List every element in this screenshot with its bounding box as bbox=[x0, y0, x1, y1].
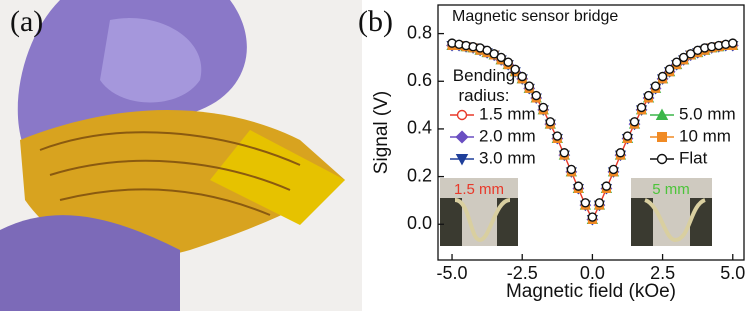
data-point bbox=[631, 118, 639, 126]
y-axis-label: Signal (V) bbox=[371, 91, 392, 174]
y-tick-label: 0.2 bbox=[407, 165, 432, 185]
data-point bbox=[504, 58, 512, 66]
y-tick-label: 0.8 bbox=[407, 22, 432, 42]
y-tick-label: 0.4 bbox=[407, 118, 432, 138]
data-point bbox=[602, 182, 610, 190]
x-tick-label: 0.0 bbox=[580, 263, 605, 283]
chart: (a) (b) -5.0 -2.5 0.0 2.5 5.0 0.0 0.2 0.4 0.6 0.8… bbox=[0, 0, 749, 311]
x-axis-label: Magnetic field (kOe) bbox=[506, 281, 676, 302]
legend-label: 1.5 mm bbox=[479, 104, 536, 123]
data-point bbox=[574, 182, 582, 190]
data-point bbox=[609, 165, 617, 173]
x-tick-label: -2.5 bbox=[507, 263, 538, 283]
data-point bbox=[616, 149, 624, 157]
data-point bbox=[581, 199, 589, 207]
data-point bbox=[525, 82, 533, 90]
data-point bbox=[546, 118, 554, 126]
x-tick-label: 5.0 bbox=[720, 263, 745, 283]
figure: (a) (b) -5.0 -2.5 0.0 2.5 5.0 0.0 0.2 0.4 0.6 0.8… bbox=[0, 0, 749, 311]
legend-label: 3.0 mm bbox=[479, 148, 536, 167]
data-point bbox=[623, 132, 631, 140]
data-point bbox=[588, 213, 596, 221]
annotation: 1.5 mm bbox=[454, 181, 504, 198]
legend-marker bbox=[658, 155, 667, 164]
legend-title: Bending radius: bbox=[446, 66, 522, 106]
data-point bbox=[729, 39, 737, 47]
data-point bbox=[539, 103, 547, 111]
y-tick-label: 0.0 bbox=[407, 213, 432, 233]
data-point bbox=[666, 65, 674, 73]
x-tick-label: 2.5 bbox=[650, 263, 675, 283]
data-point bbox=[652, 82, 660, 90]
photo bbox=[0, 0, 362, 311]
x-tick-label: -5.0 bbox=[437, 263, 468, 283]
panel-label: (a) bbox=[10, 5, 43, 38]
legend-marker bbox=[458, 111, 467, 120]
legend-marker bbox=[658, 133, 667, 142]
chart-title: Magnetic sensor bridge bbox=[452, 8, 618, 25]
data-point bbox=[595, 199, 603, 207]
y-tick-label: 0.6 bbox=[407, 70, 432, 90]
data-point bbox=[532, 92, 540, 100]
legend-marker bbox=[456, 131, 468, 143]
annotation: 5 mm bbox=[652, 181, 690, 198]
legend-label: 10 mm bbox=[679, 126, 731, 145]
data-point bbox=[560, 149, 568, 157]
data-point bbox=[638, 103, 646, 111]
legend-label: Flat bbox=[679, 148, 708, 167]
legend-label: 5.0 mm bbox=[679, 104, 736, 123]
data-point bbox=[553, 132, 561, 140]
data-point bbox=[645, 92, 653, 100]
data-point bbox=[659, 72, 667, 80]
data-point bbox=[567, 165, 575, 173]
panel-label: (b) bbox=[358, 5, 393, 38]
legend-label: 2.0 mm bbox=[479, 126, 536, 145]
